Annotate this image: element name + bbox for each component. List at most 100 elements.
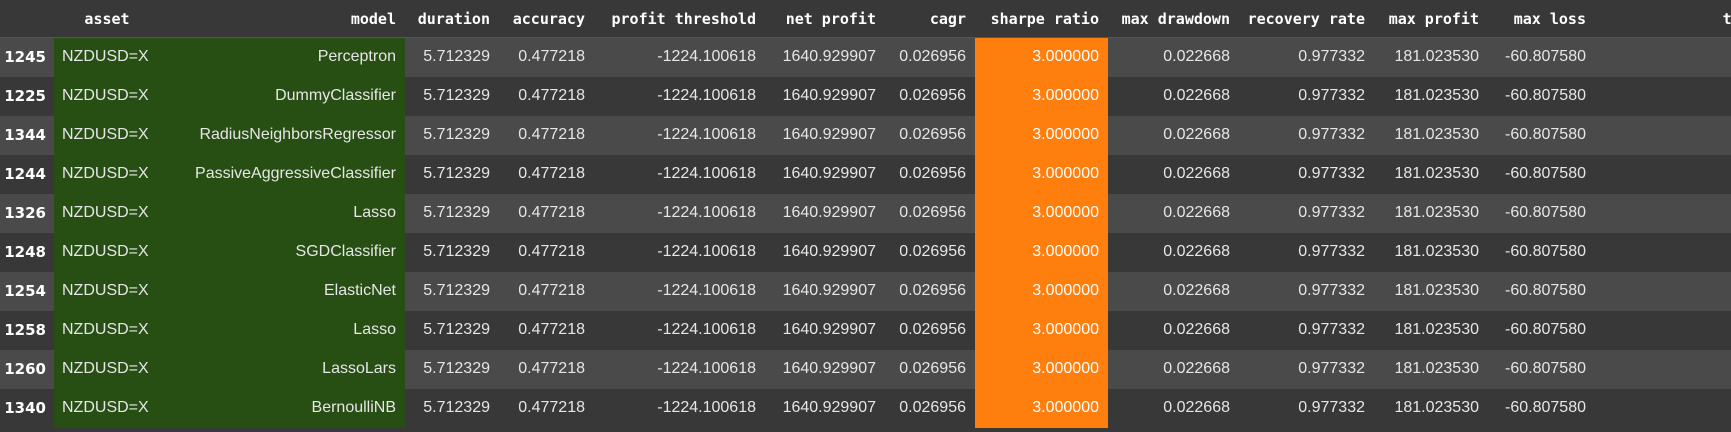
- accuracy-cell: 0.477218: [499, 154, 594, 194]
- asset-cell: NZDUSD=X: [54, 115, 165, 155]
- net-profit-cell: 1640.929907: [765, 154, 885, 194]
- model-cell: Lasso: [165, 310, 405, 350]
- accuracy-cell: 0.477218: [499, 232, 594, 272]
- asset-cell: NZDUSD=X: [54, 232, 165, 272]
- max-drawdown-cell: 0.022668: [1108, 271, 1239, 311]
- max-profit-cell: 181.023530: [1374, 115, 1488, 155]
- max-profit-cell: 181.023530: [1374, 349, 1488, 389]
- duration-cell: 5.712329: [405, 349, 499, 389]
- recovery-rate-cell: 0.977332: [1239, 310, 1374, 350]
- sharpe-ratio-cell: 3.000000: [975, 232, 1108, 272]
- asset-cell: NZDUSD=X: [54, 76, 165, 116]
- column-header: max profit: [1374, 0, 1488, 38]
- profit-threshold-cell: -1224.100618: [594, 349, 765, 389]
- duration-cell: 5.712329: [405, 37, 499, 77]
- net-profit-cell: 1640.929907: [765, 193, 885, 233]
- table-row: 1340 NZDUSD=X BernoulliNB 5.712329 0.477218-…: [0, 388, 1731, 428]
- sharpe-ratio-cell: 3.000000: [975, 193, 1108, 233]
- max-profit-cell: 181.023530: [1374, 388, 1488, 428]
- accuracy-cell: 0.477218: [499, 271, 594, 311]
- total-trade-cell: 2083: [1595, 388, 1731, 428]
- table-row: 1225 NZDUSD=X DummyClassifier 5.712329 0.477…: [0, 76, 1731, 116]
- total-trade-cell: 2083: [1595, 115, 1731, 155]
- accuracy-cell: 0.477218: [499, 76, 594, 116]
- duration-cell: 5.712329: [405, 271, 499, 311]
- net-profit-cell: 1640.929907: [765, 271, 885, 311]
- max-drawdown-cell: 0.022668: [1108, 349, 1239, 389]
- model-cell: LassoLars: [165, 349, 405, 389]
- max-drawdown-cell: 0.022668: [1108, 193, 1239, 233]
- total-trade-cell: 2083: [1595, 76, 1731, 116]
- sharpe-ratio-cell: 3.000000: [975, 115, 1108, 155]
- total-trade-cell: 2083: [1595, 193, 1731, 233]
- profit-threshold-cell: -1224.100618: [594, 271, 765, 311]
- duration-cell: 5.712329: [405, 115, 499, 155]
- accuracy-cell: 0.477218: [499, 193, 594, 233]
- max-profit-cell: 181.023530: [1374, 76, 1488, 116]
- net-profit-cell: 1640.929907: [765, 37, 885, 77]
- table-body: 1245 NZDUSD=X Perceptron 5.712329 0.477218 -1…: [0, 37, 1731, 428]
- row-index: 1225: [0, 76, 54, 116]
- model-cell: PassiveAggressiveClassifier: [165, 154, 405, 194]
- column-header: max loss: [1488, 0, 1595, 38]
- profit-threshold-cell: -1224.100618: [594, 154, 765, 194]
- max-loss-cell: -60.807580: [1488, 76, 1595, 116]
- table-row: 1344 NZDUSD=X RadiusNeighborsRegressor 5.71…: [0, 115, 1731, 155]
- column-header: accuracy: [499, 0, 594, 38]
- max-loss-cell: -60.807580: [1488, 388, 1595, 428]
- asset-cell: NZDUSD=X: [54, 193, 165, 233]
- recovery-rate-cell: 0.977332: [1239, 76, 1374, 116]
- sharpe-ratio-cell: 3.000000: [975, 388, 1108, 428]
- sharpe-ratio-cell: 3.000000: [975, 37, 1108, 77]
- row-index: 1244: [0, 154, 54, 194]
- cagr-cell: 0.026956: [885, 115, 975, 155]
- table-row: 1245 NZDUSD=X Perceptron 5.712329 0.477218 -1…: [0, 37, 1731, 77]
- column-header: max drawdown: [1108, 0, 1239, 38]
- row-index: 1254: [0, 271, 54, 311]
- asset-cell: NZDUSD=X: [54, 154, 165, 194]
- row-index: 1248: [0, 232, 54, 272]
- max-drawdown-cell: 0.022668: [1108, 115, 1239, 155]
- max-loss-cell: -60.807580: [1488, 271, 1595, 311]
- cagr-cell: 0.026956: [885, 193, 975, 233]
- table-row: 1244 NZDUSD=X PassiveAggressiveClassifier 5…: [0, 154, 1731, 194]
- cagr-cell: 0.026956: [885, 271, 975, 311]
- accuracy-cell: 0.477218: [499, 349, 594, 389]
- total-trade-cell: 2083: [1595, 232, 1731, 272]
- max-drawdown-cell: 0.022668: [1108, 76, 1239, 116]
- sharpe-ratio-cell: 3.000000: [975, 271, 1108, 311]
- total-trade-cell: 2083: [1595, 154, 1731, 194]
- recovery-rate-cell: 0.977332: [1239, 154, 1374, 194]
- column-header: total trade: [1595, 0, 1731, 38]
- total-trade-cell: 2083: [1595, 37, 1731, 77]
- cagr-cell: 0.026956: [885, 232, 975, 272]
- recovery-rate-cell: 0.977332: [1239, 37, 1374, 77]
- profit-threshold-cell: -1224.100618: [594, 37, 765, 77]
- max-loss-cell: -60.807580: [1488, 115, 1595, 155]
- profit-threshold-cell: -1224.100618: [594, 76, 765, 116]
- cagr-cell: 0.026956: [885, 349, 975, 389]
- asset-cell: NZDUSD=X: [54, 37, 165, 77]
- column-header: profit threshold: [594, 0, 765, 38]
- asset-cell: NZDUSD=X: [54, 349, 165, 389]
- sharpe-ratio-cell: 3.000000: [975, 310, 1108, 350]
- profit-threshold-cell: -1224.100618: [594, 193, 765, 233]
- net-profit-cell: 1640.929907: [765, 388, 885, 428]
- net-profit-cell: 1640.929907: [765, 349, 885, 389]
- accuracy-cell: 0.477218: [499, 310, 594, 350]
- accuracy-cell: 0.477218: [499, 388, 594, 428]
- max-loss-cell: -60.807580: [1488, 37, 1595, 77]
- total-trade-cell: 2083: [1595, 310, 1731, 350]
- model-cell: DummyClassifier: [165, 76, 405, 116]
- cagr-cell: 0.026956: [885, 37, 975, 77]
- table-row: 1260 NZDUSD=X LassoLars 5.712329 0.477218 -12…: [0, 349, 1731, 389]
- max-drawdown-cell: 0.022668: [1108, 37, 1239, 77]
- max-loss-cell: -60.807580: [1488, 349, 1595, 389]
- model-cell: ElasticNet: [165, 271, 405, 311]
- duration-cell: 5.712329: [405, 76, 499, 116]
- row-index: 1245: [0, 37, 54, 77]
- column-header: cagr: [885, 0, 975, 38]
- duration-cell: 5.712329: [405, 388, 499, 428]
- duration-cell: 5.712329: [405, 310, 499, 350]
